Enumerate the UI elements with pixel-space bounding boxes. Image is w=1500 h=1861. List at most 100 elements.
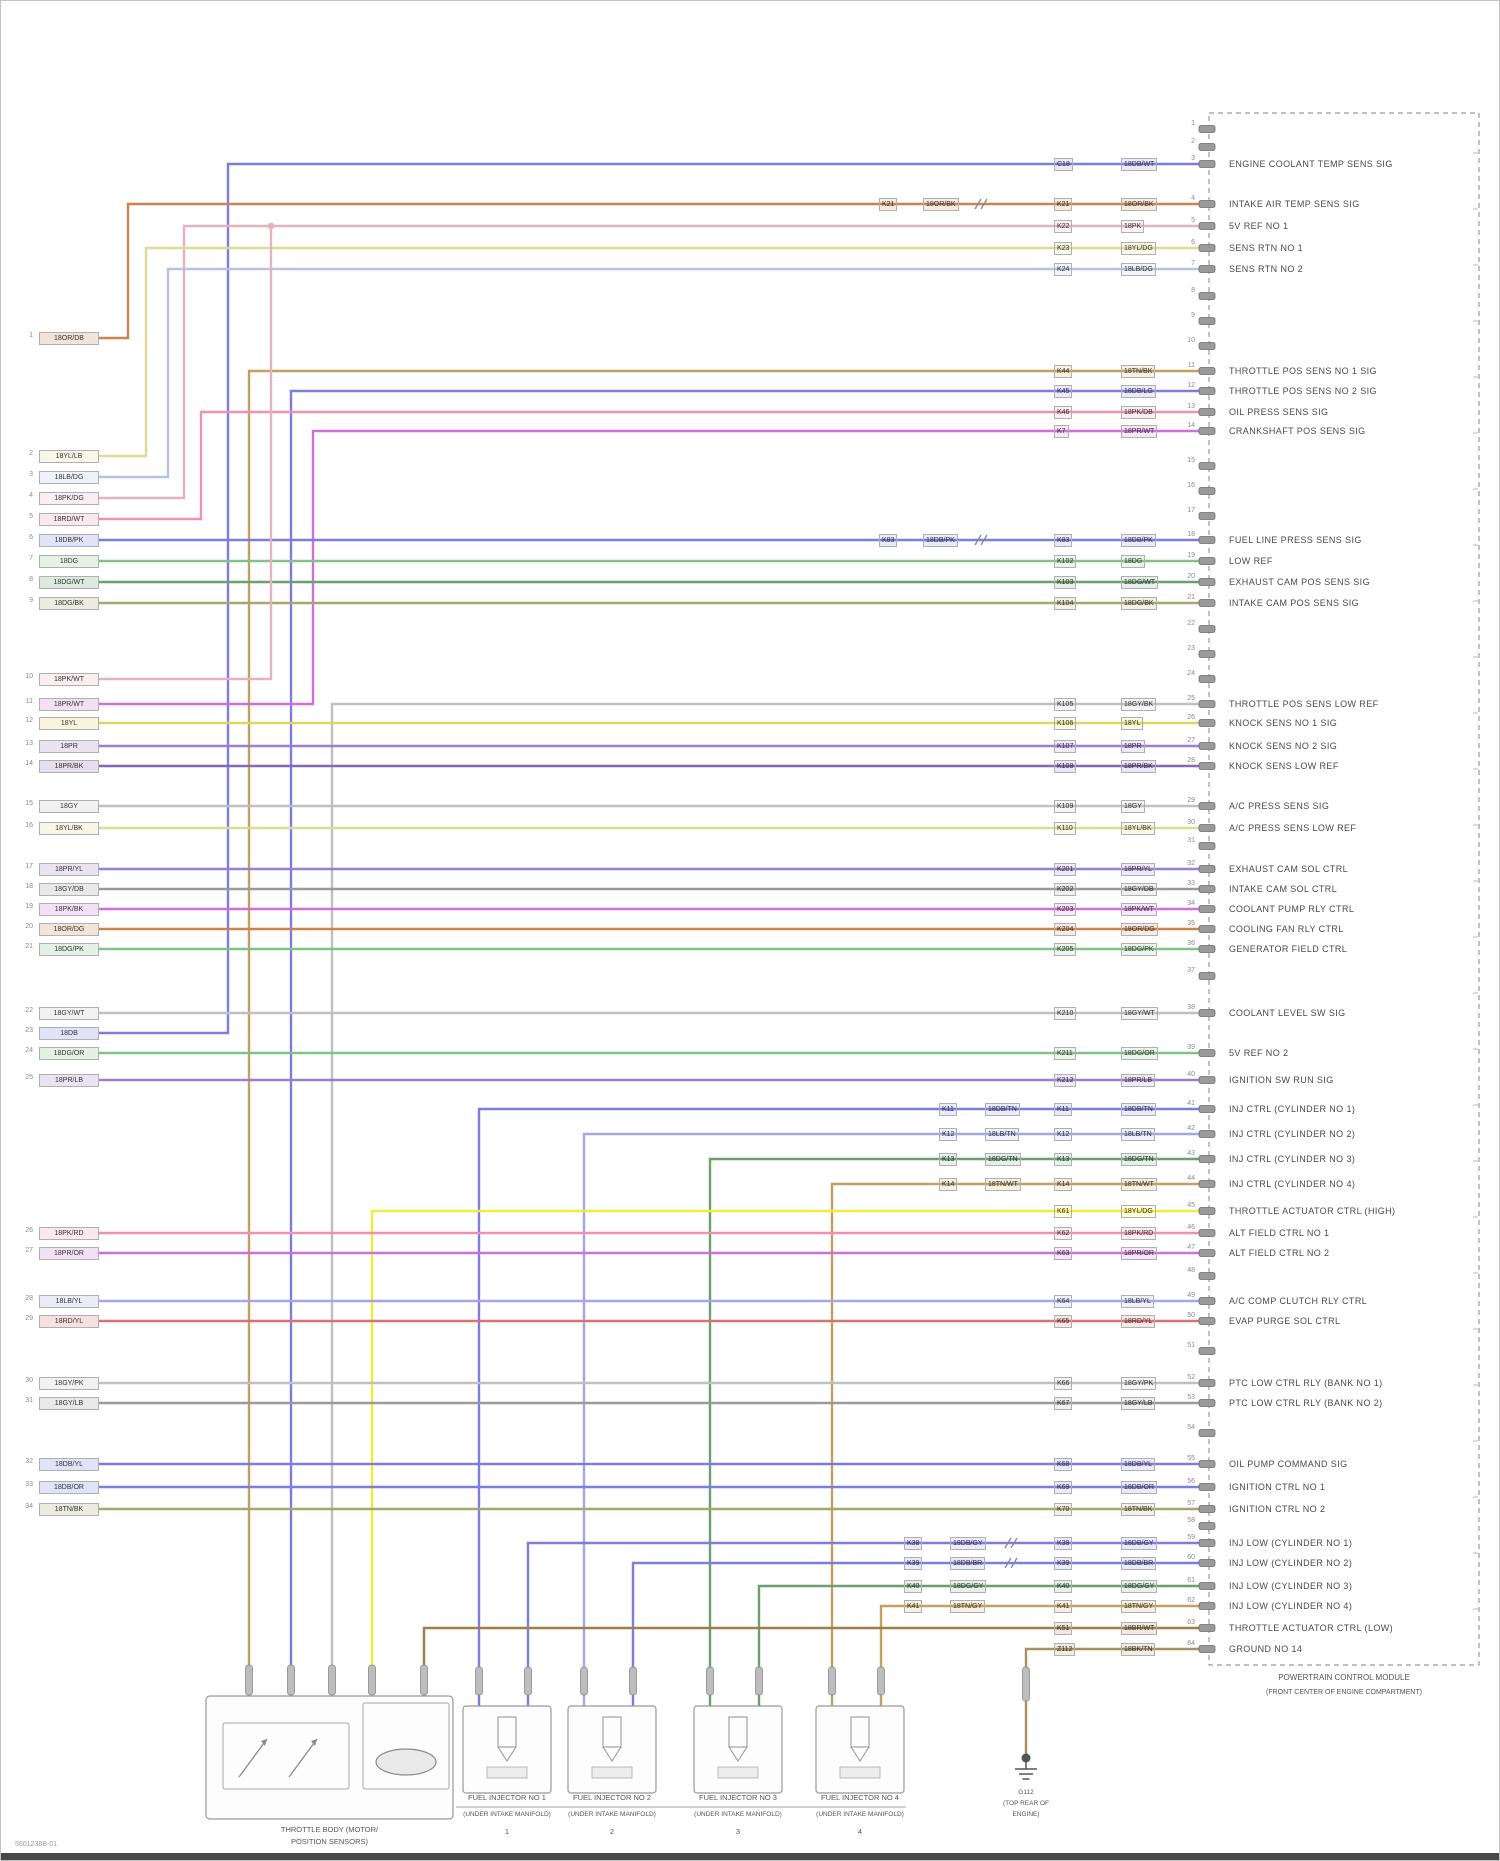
wire-color-code-tag: 18PR [1121,740,1145,753]
pcm-pin-stub [1198,1505,1216,1513]
inline-connector-stub [580,1666,588,1696]
wire-inj-2 [582,1132,1207,1706]
pcm-pin-stub [1198,160,1216,168]
wire-circuit-tag: K11 [939,1103,957,1116]
left-pin-number: 1 [29,332,33,339]
wire-circuit-tag: K24 [1054,263,1073,276]
pcm-signal-label: SENS RTN NO 1 [1229,243,1304,253]
pcm-pin-number: 5 [1191,217,1195,224]
wire-color-code-tag: 18TN/WT [985,1178,1021,1191]
wire-color-code-tag: 18LB/TN [1121,1128,1155,1141]
pcm-signal-label: OIL PRESS SENS SIG [1229,407,1329,417]
wire-5v-ref-1 [99,224,1207,500]
left-pin-number: 2 [29,450,33,457]
pcm-pin-number: 50 [1187,1312,1195,1319]
wire-inj-low-1 [526,1541,1207,1706]
pcm-pin-stub [1198,200,1216,208]
pcm-signal-label: LOW REF [1229,556,1273,566]
pcm-pin-number: 11 [1187,362,1195,369]
wire-ground [1024,1647,1207,1756]
pcm-pin-number: 28 [1187,757,1195,764]
wire-circuit-tag: K12 [1054,1128,1073,1141]
pcm-pin-number: 61 [1187,1577,1195,1584]
wire-color-code-tag: 18BR/WT [1121,1622,1158,1635]
wire-circuit-tag: K64 [1054,1295,1073,1308]
fuel-injector-sublabel: (UNDER INTAKE MANIFOLD) [816,1811,904,1818]
wire-circuit-tag: K62 [1054,1227,1073,1240]
pcm-pin-number: 9 [1191,312,1195,319]
wire-circuit-tag: K107 [1054,740,1077,753]
pcm-pin-number: 10 [1187,337,1195,344]
left-pin-number: 3 [29,471,33,478]
wire-color-code-tag: 18BK/TN [1121,1643,1156,1656]
pcm-signal-label: INJ CTRL (CYLINDER NO 1) [1229,1104,1356,1114]
pcm-signal-label: PTC LOW CTRL RLY (BANK NO 2) [1229,1398,1383,1408]
left-pin-number: 10 [25,673,33,680]
wire-ect [99,162,1207,1035]
wire-circuit-tag: K211 [1054,1047,1076,1060]
fuel-injector-number: 2 [609,1827,615,1836]
left-pin-number: 30 [25,1377,33,1384]
potentiometer-arrow [288,1738,318,1778]
ground-label: G112 [1018,1789,1034,1796]
wire-color-code-tag: 18DG/TN [985,1153,1021,1166]
pcm-pin-stub [1198,719,1216,727]
fuel-injector-number: 3 [735,1827,741,1836]
left-wire-origin-label: 18LB/YL [39,1295,99,1308]
pcm-pin-stub [1198,1317,1216,1325]
inline-connector-stub [877,1666,885,1696]
wire-color-code-tag: 18TN/GY [950,1600,986,1613]
fuel-injector-label: FUEL INJECTOR NO 4 [821,1793,899,1802]
fuel-injector-number: 4 [857,1827,863,1836]
left-pin-number: 8 [29,576,33,583]
inline-connector-stub [287,1664,295,1696]
wire-color-code-tag: 18DG/BK [1121,597,1157,610]
left-wire-origin-label: 18PK/RD [39,1227,99,1240]
pcm-pin-stub [1198,265,1216,273]
wire-color-code-tag: 18DG/OR [1121,1047,1158,1060]
left-pin-number: 33 [25,1481,33,1488]
injector-coil-symbol [728,1716,748,1748]
pcm-pin-number: 43 [1187,1150,1195,1157]
pcm-pin-number: 48 [1187,1267,1195,1274]
inline-connector-stub [706,1666,714,1696]
wire-color-code-tag: 18RD/YL [1121,1315,1156,1328]
pcm-signal-label: SENS RTN NO 2 [1229,264,1304,274]
pcm-pin-number: 17 [1187,507,1195,514]
wire-circuit-tag: K106 [1054,717,1077,730]
pcm-pin-stub [1198,1009,1216,1017]
pcm-pin-stub [1198,1582,1216,1590]
wire-thr-low [422,1626,1207,1696]
left-pin-number: 14 [25,760,33,767]
wire-inj-low-3 [757,1584,1207,1706]
splice-mark [1010,1557,1018,1569]
pcm-pin-number: 64 [1187,1640,1195,1647]
left-wire-origin-label: 18GY/LB [39,1397,99,1410]
pcm-pin-number: 25 [1187,695,1195,702]
pcm-pin-stub [1198,1602,1216,1610]
wire-circuit-tag: K108 [1054,760,1077,773]
potentiometer-arrow [238,1738,268,1778]
pcm-pin-stub [1198,222,1216,230]
wire-circuit-tag: K104 [1054,597,1077,610]
wire-color-code-tag: 18DB/GY [950,1537,986,1550]
injector-nozzle-symbol [728,1746,748,1763]
pcm-pin-stub [1198,675,1216,683]
left-pin-number: 21 [25,943,33,950]
left-wire-origin-label: 18DG/PK [39,943,99,956]
pcm-signal-label: GENERATOR FIELD CTRL [1229,944,1348,954]
throttle-position-sensor-box [222,1722,350,1790]
wire-color-code-tag: 18LB/TN [985,1128,1019,1141]
pcm-pin-stub [1198,1180,1216,1188]
pcm-pin-stub [1198,1347,1216,1355]
fuel-injector-box [693,1705,783,1794]
pcm-signal-label: EXHAUST CAM SOL CTRL [1229,864,1349,874]
pcm-pin-stub [1198,427,1216,435]
wire-color-code-tag: 18DG/TN [1121,1153,1157,1166]
wire-junction-dot [267,222,275,230]
left-wire-origin-label: 18YL/LB [39,450,99,463]
wire-circuit-tag: K202 [1054,883,1077,896]
pcm-signal-label: FUEL LINE PRESS SENS SIG [1229,535,1362,545]
pcm-pin-number: 31 [1187,837,1195,844]
pcm-signal-label: INJ LOW (CYLINDER NO 2) [1229,1558,1353,1568]
